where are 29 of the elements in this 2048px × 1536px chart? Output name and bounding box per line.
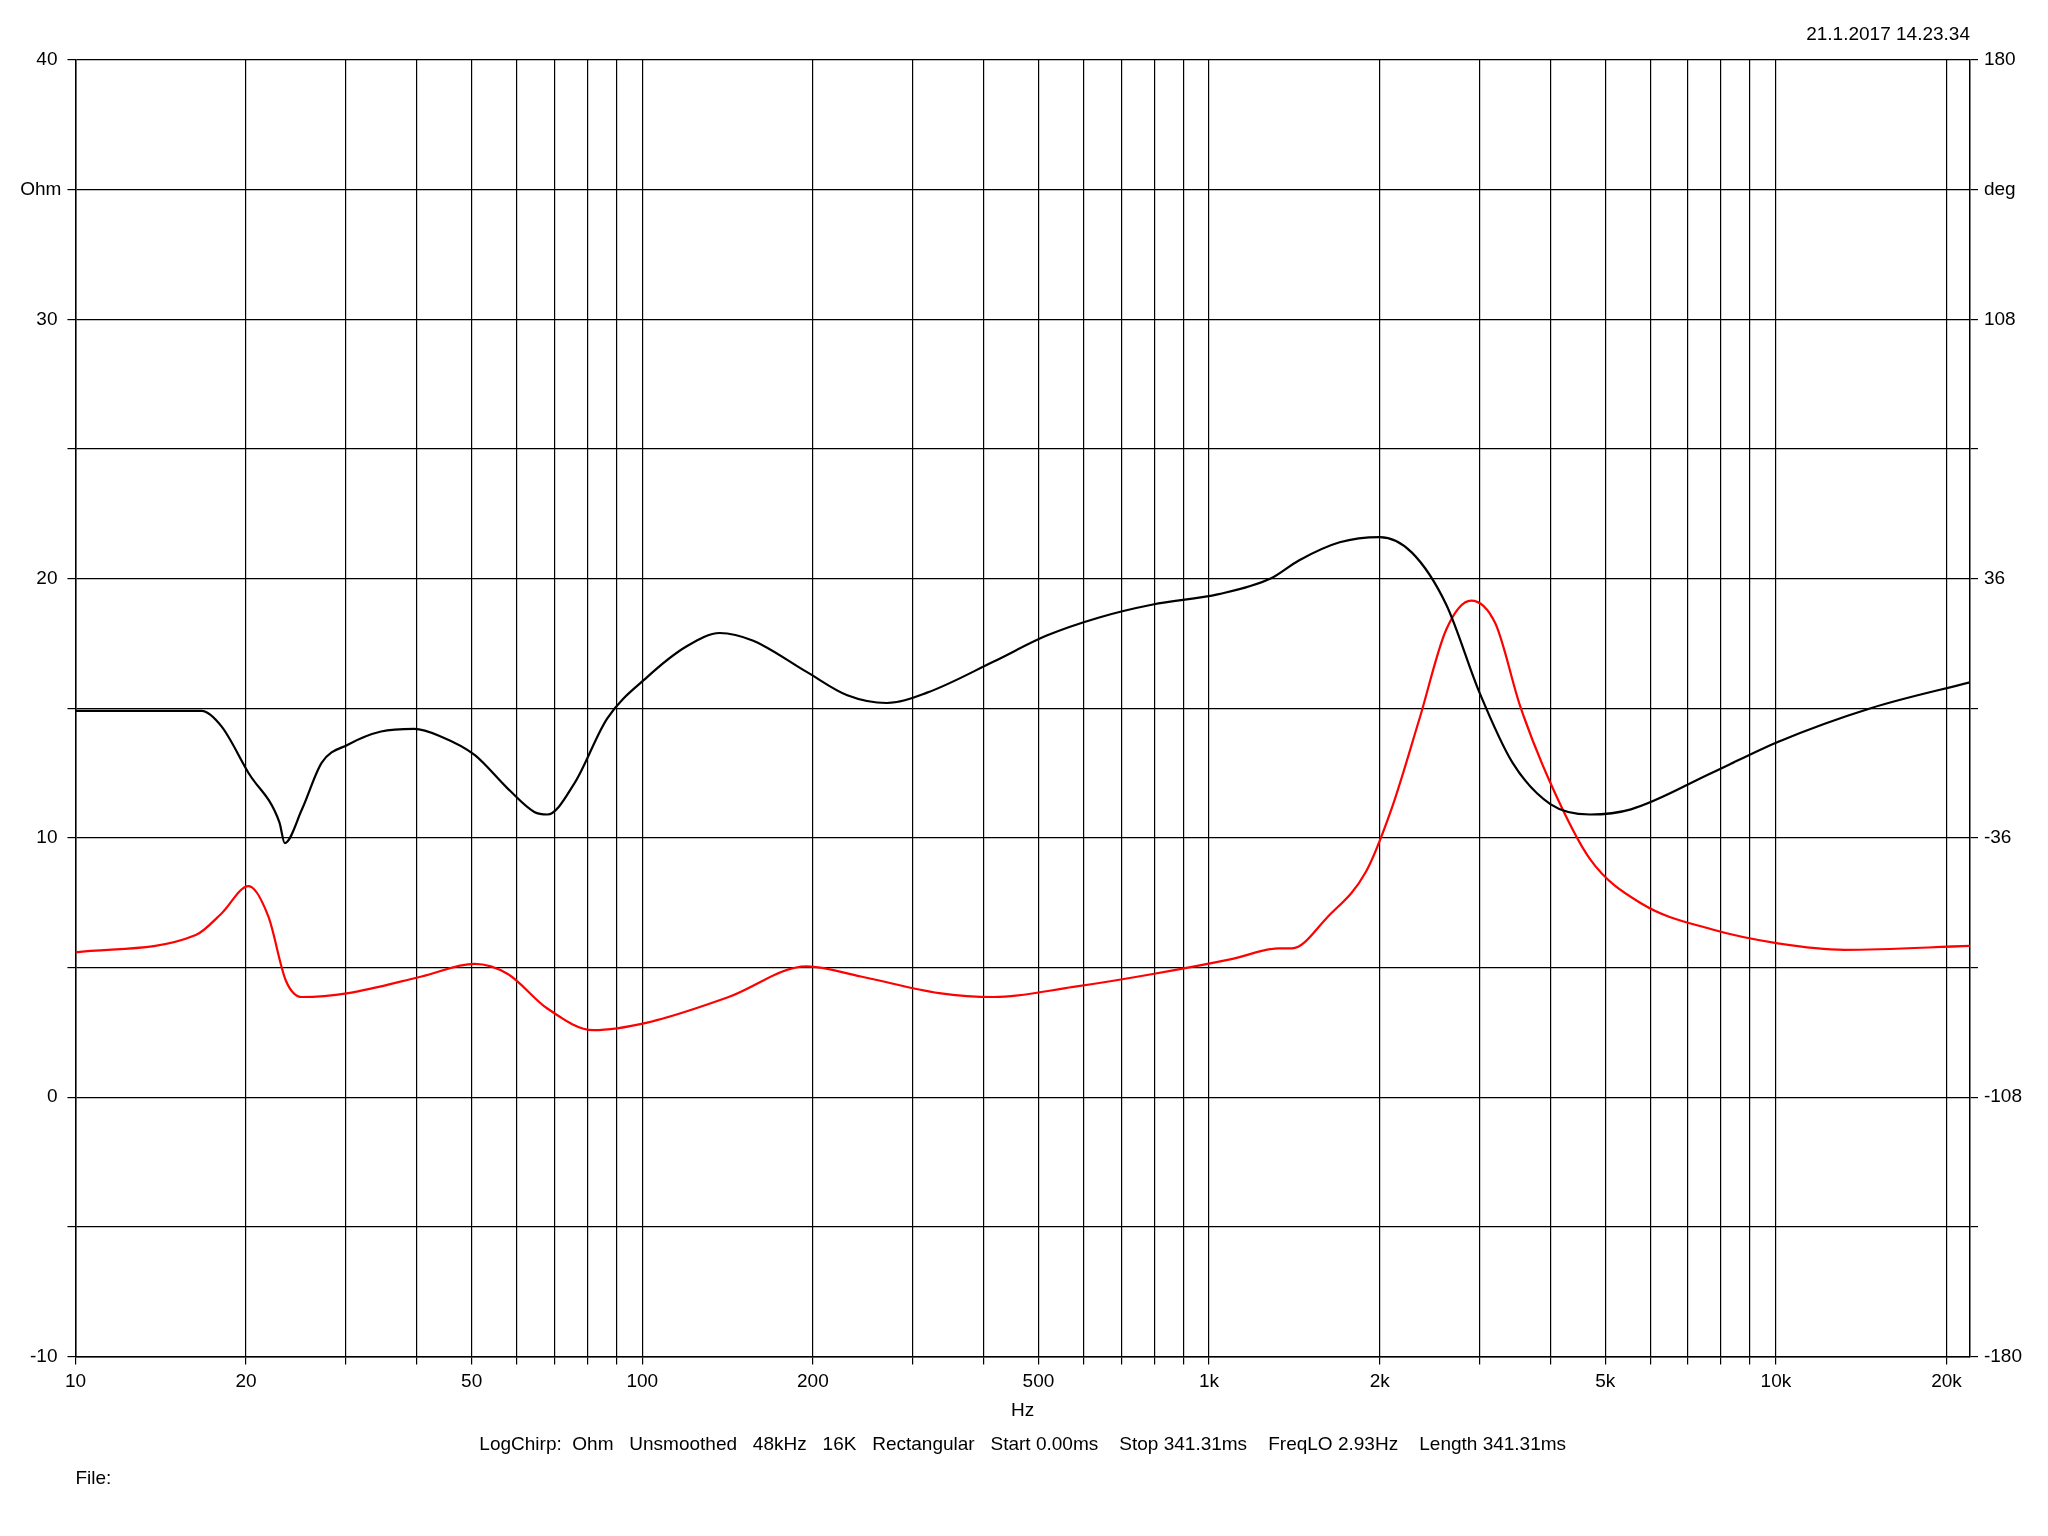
text: File:: [75, 1466, 112, 1488]
y2-tick-label: 108: [1983, 307, 2016, 329]
y2-tick-label: 36: [1983, 566, 2006, 588]
y-tick-label: 40: [36, 48, 58, 70]
y-tick-label: 10: [36, 826, 58, 848]
x-tick-label: 500: [1022, 1370, 1055, 1392]
y2-tick-label: -108: [1983, 1085, 2022, 1107]
x-tick-label: 100: [626, 1370, 659, 1392]
y2-tick-label: 180: [1983, 48, 2016, 70]
y-tick-label: -10: [29, 1344, 58, 1366]
x-tick-label: 20: [235, 1370, 257, 1392]
y2-axis-title: deg: [1983, 177, 2016, 199]
y-tick-label: 0: [46, 1085, 58, 1107]
y-tick-label: 20: [36, 566, 58, 588]
text: 21.1.2017 14.23.34: [1806, 23, 1971, 45]
x-tick-label: 5k: [1595, 1370, 1616, 1392]
y-tick-label: 30: [36, 307, 58, 329]
x-tick-label: 10: [64, 1370, 87, 1392]
text: LogChirp: Ohm Unsmoothed 48kHz 16K Rectangular Start 0.00ms Stop 341.31ms FreqLO 2.93Hz Length 341.31ms: [479, 1432, 1567, 1454]
x-axis-title: Hz: [1011, 1398, 1035, 1420]
x-tick-label: 2k: [1369, 1370, 1391, 1392]
y2-tick-label: -36: [1983, 826, 2012, 848]
x-tick-label: 200: [797, 1370, 829, 1392]
y2-tick-label: -180: [1983, 1344, 2022, 1366]
x-tick-label: 1k: [1199, 1370, 1220, 1392]
x-tick-label: 10k: [1760, 1370, 1792, 1392]
y-axis-title: Ohm: [20, 177, 62, 199]
x-tick-label: 50: [461, 1370, 483, 1392]
x-tick-label: 20k: [1931, 1370, 1963, 1392]
